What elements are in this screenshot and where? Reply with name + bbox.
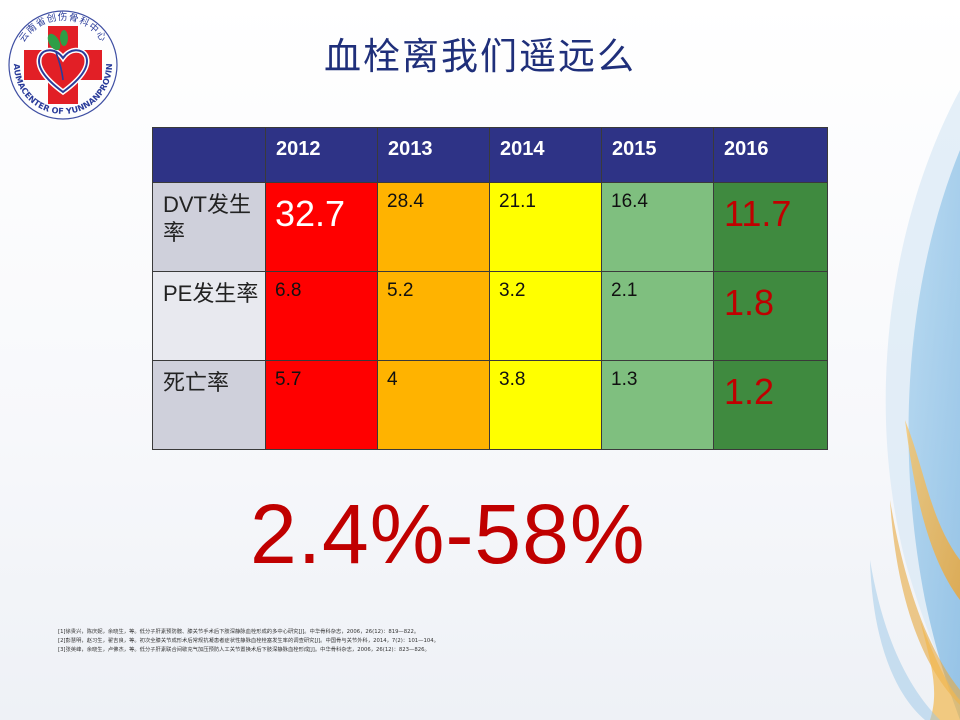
cell-dvt-2015: 16.4 [601, 182, 714, 272]
cell-dvt-2016: 11.7 [713, 182, 828, 272]
table-header-row: 2012 2013 2014 2015 2016 [152, 127, 828, 183]
row-label-dvt: DVT发生率 [152, 182, 266, 272]
row-label-pe: PE发生率 [152, 271, 266, 361]
header-2014: 2014 [489, 127, 602, 183]
cell-mortality-2013: 4 [377, 360, 490, 450]
cell-pe-2015: 2.1 [601, 271, 714, 361]
header-2016: 2016 [713, 127, 828, 183]
cell-dvt-2014: 21.1 [489, 182, 602, 272]
references: [1]徐贵兴，陈庆妮，余晓生，等。低分子肝素预防髋、膝关节手术后下肢深静脉血栓形… [58, 628, 578, 655]
row-label-mortality: 死亡率 [152, 360, 266, 450]
cell-pe-2013: 5.2 [377, 271, 490, 361]
incidence-table: 2012 2013 2014 2015 2016 DVT发生率 32.7 28.… [152, 127, 828, 450]
reference-item: [3]张英峰，余晓生，卢佛杰，等。低分子肝素联合间歇充气加压预防人工关节置换术后… [58, 647, 430, 653]
incidence-range-text: 2.4%-58% [250, 487, 646, 581]
table-corner-cell [152, 127, 266, 183]
header-2015: 2015 [601, 127, 714, 183]
table-row-pe: PE发生率 6.8 5.2 3.2 2.1 1.8 [152, 271, 828, 361]
cell-pe-2012: 6.8 [265, 271, 378, 361]
cell-pe-2016: 1.8 [713, 271, 828, 361]
slide-title: 血栓离我们遥远么 [324, 35, 636, 78]
header-2013: 2013 [377, 127, 490, 183]
cell-dvt-2012: 32.7 [265, 182, 378, 272]
header-2012: 2012 [265, 127, 378, 183]
table-row-dvt: DVT发生率 32.7 28.4 21.1 16.4 11.7 [152, 182, 828, 272]
reference-item: [1]徐贵兴，陈庆妮，余晓生，等。低分子肝素预防髋、膝关节手术后下肢深静脉血栓形… [58, 629, 420, 635]
hospital-logo: 云南省创伤骨科中心 TRAUMACENTER OF YUNNANPROVINCE [4, 6, 118, 120]
reference-item: [2]彭慧明，赵习生，翟吉良，等。初次全膝关节成形术后常规抗凝患者症状性静脉血栓… [58, 638, 439, 644]
cell-mortality-2012: 5.7 [265, 360, 378, 450]
cell-dvt-2013: 28.4 [377, 182, 490, 272]
cell-pe-2014: 3.2 [489, 271, 602, 361]
cell-mortality-2014: 3.8 [489, 360, 602, 450]
table-row-mortality: 死亡率 5.7 4 3.8 1.3 1.2 [152, 360, 828, 450]
cell-mortality-2016: 1.2 [713, 360, 828, 450]
cell-mortality-2015: 1.3 [601, 360, 714, 450]
